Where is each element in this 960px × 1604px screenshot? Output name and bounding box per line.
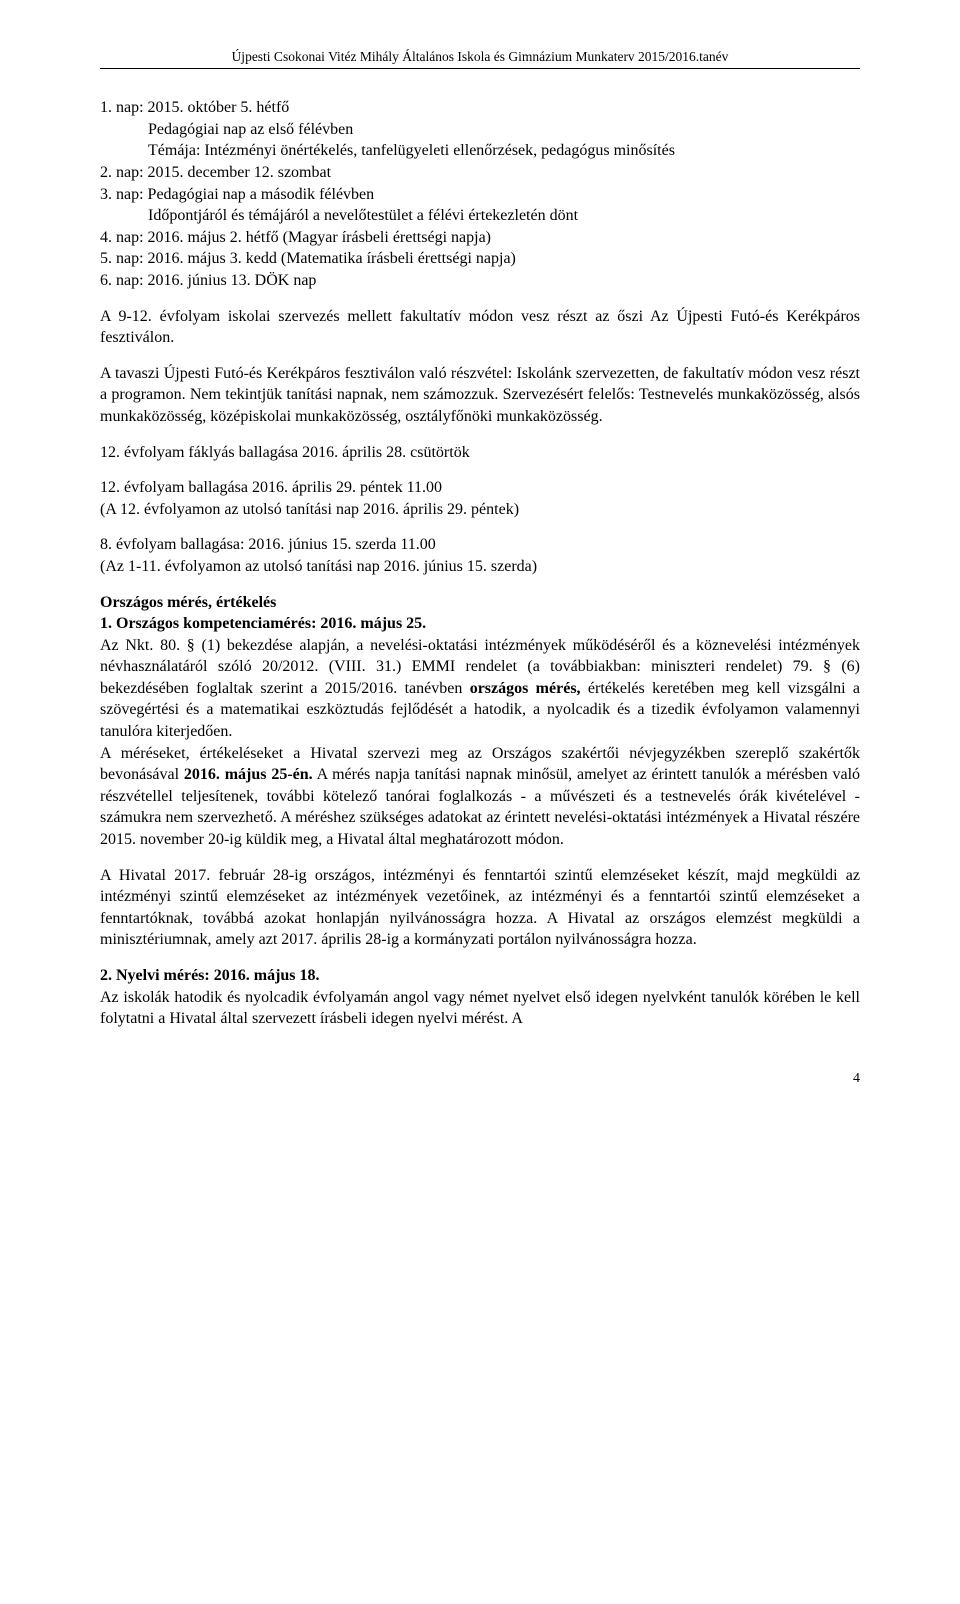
schedule-block: 1. nap: 2015. október 5. hétfő Pedagógia… <box>100 97 860 291</box>
para-grade8-grad: 8. évfolyam ballagása: 2016. június 15. … <box>100 534 860 577</box>
sched-line-3: Témája: Intézményi önértékelés, tanfelüg… <box>100 140 860 162</box>
page-header: Újpesti Csokonai Vitéz Mihály Általános … <box>100 48 860 69</box>
assessment-title-1: Országos mérés, értékelés <box>100 592 860 614</box>
page-number: 4 <box>100 1070 860 1089</box>
assessment-body-2b: 2016. május 25-én. <box>184 766 313 783</box>
grade8-line2: (Az 1-11. évfolyamon az utolsó tanítási … <box>100 556 860 578</box>
grade12-line2: (A 12. évfolyamon az utolsó tanítási nap… <box>100 499 860 521</box>
grade8-line1: 8. évfolyam ballagása: 2016. június 15. … <box>100 534 860 556</box>
assessment-body-1b: országos mérés, <box>470 680 581 697</box>
sched-line-7: 4. nap: 2016. május 2. hétfő (Magyar írá… <box>100 227 860 249</box>
para-hivatal: A Hivatal 2017. február 28-ig országos, … <box>100 865 860 951</box>
sched-line-2: Pedagógiai nap az első félévben <box>100 119 860 141</box>
language-body: Az iskolák hatodik és nyolcadik évfolyam… <box>100 987 860 1030</box>
para-festival-autumn: A 9-12. évfolyam iskolai szervezés melle… <box>100 306 860 349</box>
sched-line-4: 2. nap: 2015. december 12. szombat <box>100 162 860 184</box>
sched-line-1: 1. nap: 2015. október 5. hétfő <box>100 97 860 119</box>
assessment-title-2: 1. Országos kompetenciamérés: 2016. máju… <box>100 613 860 635</box>
para-torch-graduation: 12. évfolyam fáklyás ballagása 2016. ápr… <box>100 442 860 464</box>
para-festival-spring: A tavaszi Újpesti Futó-és Kerékpáros fes… <box>100 363 860 428</box>
section-national-assessment: Országos mérés, értékelés 1. Országos ko… <box>100 592 860 851</box>
sched-line-8: 5. nap: 2016. május 3. kedd (Matematika … <box>100 248 860 270</box>
grade12-line1: 12. évfolyam ballagása 2016. április 29.… <box>100 477 860 499</box>
sched-line-9: 6. nap: 2016. június 13. DÖK nap <box>100 270 860 292</box>
language-title: 2. Nyelvi mérés: 2016. május 18. <box>100 965 860 987</box>
para-grade12-grad: 12. évfolyam ballagása 2016. április 29.… <box>100 477 860 520</box>
sched-line-5: 3. nap: Pedagógiai nap a második félévbe… <box>100 184 860 206</box>
sched-line-6: Időpontjáról és témájáról a nevelőtestül… <box>100 205 860 227</box>
section-language-assessment: 2. Nyelvi mérés: 2016. május 18. Az isko… <box>100 965 860 1030</box>
